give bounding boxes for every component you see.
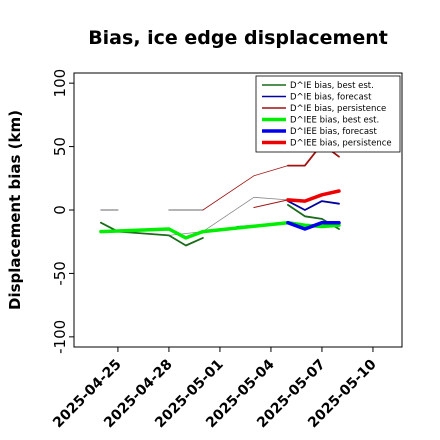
legend-label: D^IEE bias, best est. — [290, 116, 379, 126]
legend-label: D^IEE bias, persistence — [290, 139, 392, 149]
series-layer — [99, 143, 341, 247]
y-ticks: -100 -50 0 50 100 — [51, 69, 74, 354]
legend: D^IE bias, best est.D^IE bias, forecastD… — [255, 75, 401, 153]
legend-label: D^IE bias, best est. — [290, 81, 374, 91]
y-tick-label: 50 — [51, 137, 69, 156]
chart-title: Bias, ice edge displacement — [88, 27, 388, 49]
series-line-legend-11 — [286, 220, 341, 231]
series-line-legend-10 — [99, 220, 341, 240]
series-line-darkred — [253, 199, 289, 208]
y-tick-label: -100 — [51, 320, 69, 354]
legend-box — [255, 75, 401, 153]
series-line-legend-12 — [286, 189, 341, 203]
y-axis-label: Displacement bias (km) — [6, 110, 24, 310]
y-tick-label: 100 — [51, 69, 69, 98]
y-tick-label: -50 — [51, 261, 69, 286]
legend-label: D^IE bias, forecast — [290, 93, 372, 103]
x-ticks: 2025-04-252025-04-282025-05-012025-05-04… — [50, 347, 380, 431]
y-tick-label: 0 — [51, 205, 69, 215]
series-line-brown — [202, 143, 340, 211]
series-line-legend-6 — [100, 221, 204, 247]
legend-label: D^IEE bias, forecast — [290, 127, 377, 137]
series-line-legend-8 — [286, 200, 340, 211]
legend-label: D^IE bias, persistence — [290, 104, 386, 114]
